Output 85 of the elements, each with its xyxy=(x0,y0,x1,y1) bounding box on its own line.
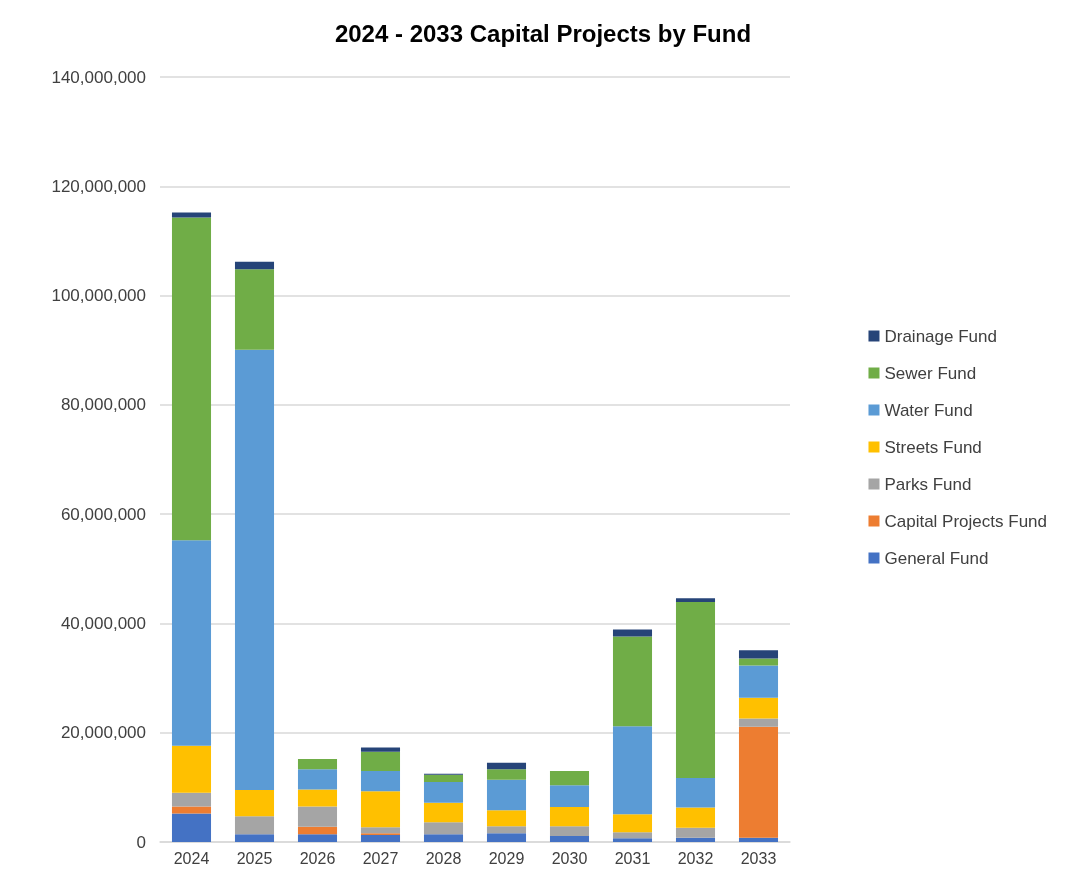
bar xyxy=(675,837,716,842)
x-tick-label: 2029 xyxy=(488,849,525,867)
bar xyxy=(297,806,338,827)
y-tick-label: 20,000,000 xyxy=(60,723,146,743)
bar xyxy=(360,751,401,771)
y-tick-label: 40,000,000 xyxy=(60,613,146,633)
x-tick-label: 2031 xyxy=(614,849,651,867)
bar xyxy=(612,629,653,637)
bar xyxy=(738,726,779,838)
x-tick-label: 2033 xyxy=(740,849,777,867)
bar xyxy=(738,665,779,698)
bar xyxy=(549,835,590,842)
x-tick-label: 2032 xyxy=(677,849,714,867)
bar xyxy=(171,813,212,842)
bar xyxy=(612,726,653,815)
bar xyxy=(234,834,275,842)
bar xyxy=(738,837,779,842)
bar xyxy=(612,636,653,727)
y-tick-label: 140,000,000 xyxy=(51,67,146,87)
bar xyxy=(549,785,590,808)
bar xyxy=(423,822,464,835)
y-tick-label: 60,000,000 xyxy=(60,504,146,524)
bar xyxy=(423,834,464,842)
bar xyxy=(234,816,275,835)
bar xyxy=(738,718,779,727)
bar xyxy=(297,769,338,790)
bar xyxy=(675,827,716,838)
bar xyxy=(612,832,653,839)
legend-label: Water Fund xyxy=(884,400,973,420)
bar xyxy=(675,602,716,779)
bar xyxy=(423,774,464,782)
bar xyxy=(486,810,527,827)
y-tick-label: 120,000,000 xyxy=(51,176,146,196)
bar xyxy=(549,770,590,786)
bar xyxy=(486,779,527,811)
legend-label: Parks Fund xyxy=(884,474,972,494)
bar xyxy=(486,826,527,834)
legend-label: Capital Projects Fund xyxy=(884,511,1048,531)
x-tick-label: 2024 xyxy=(173,849,210,867)
x-tick-label: 2027 xyxy=(362,849,399,867)
bar xyxy=(360,827,401,834)
y-tick-label: 80,000,000 xyxy=(60,395,146,415)
x-tick-label: 2026 xyxy=(299,849,336,867)
y-tick-label: 100,000,000 xyxy=(51,286,146,306)
bar xyxy=(738,658,779,666)
bar xyxy=(234,261,275,270)
x-tick-label: 2025 xyxy=(236,849,273,867)
bar xyxy=(486,762,527,770)
bar xyxy=(171,792,212,807)
bar xyxy=(171,745,212,793)
bar xyxy=(675,778,716,808)
legend-label: Drainage Fund xyxy=(884,326,997,346)
bar xyxy=(675,807,716,828)
bar xyxy=(234,790,275,817)
bar xyxy=(423,802,464,823)
bar xyxy=(738,650,779,659)
bar xyxy=(486,769,527,780)
bar xyxy=(612,838,653,842)
legend-label: Sewer Fund xyxy=(884,363,977,383)
bar xyxy=(360,834,401,842)
bar xyxy=(234,269,275,350)
bar xyxy=(549,807,590,827)
bar xyxy=(171,806,212,814)
bar xyxy=(297,834,338,842)
x-tick-label: 2028 xyxy=(425,849,462,867)
x-tick-label: 2030 xyxy=(551,849,588,867)
bar xyxy=(549,826,590,836)
bar xyxy=(675,598,716,603)
bar xyxy=(297,758,338,770)
chart-title: 2024 - 2033 Capital Projects by Fund xyxy=(334,19,752,47)
bar xyxy=(297,789,338,807)
bar xyxy=(360,791,401,828)
bar xyxy=(360,770,401,792)
bar xyxy=(423,781,464,803)
y-tick-label: 0 xyxy=(136,832,146,852)
bar xyxy=(171,217,212,541)
bar xyxy=(234,349,275,791)
bar xyxy=(297,826,338,835)
legend-label: General Fund xyxy=(884,548,989,568)
bar xyxy=(171,540,212,746)
bar xyxy=(738,697,779,719)
bar xyxy=(612,814,653,833)
bar xyxy=(360,747,401,752)
bar xyxy=(486,833,527,842)
legend-label: Streets Fund xyxy=(884,437,982,457)
